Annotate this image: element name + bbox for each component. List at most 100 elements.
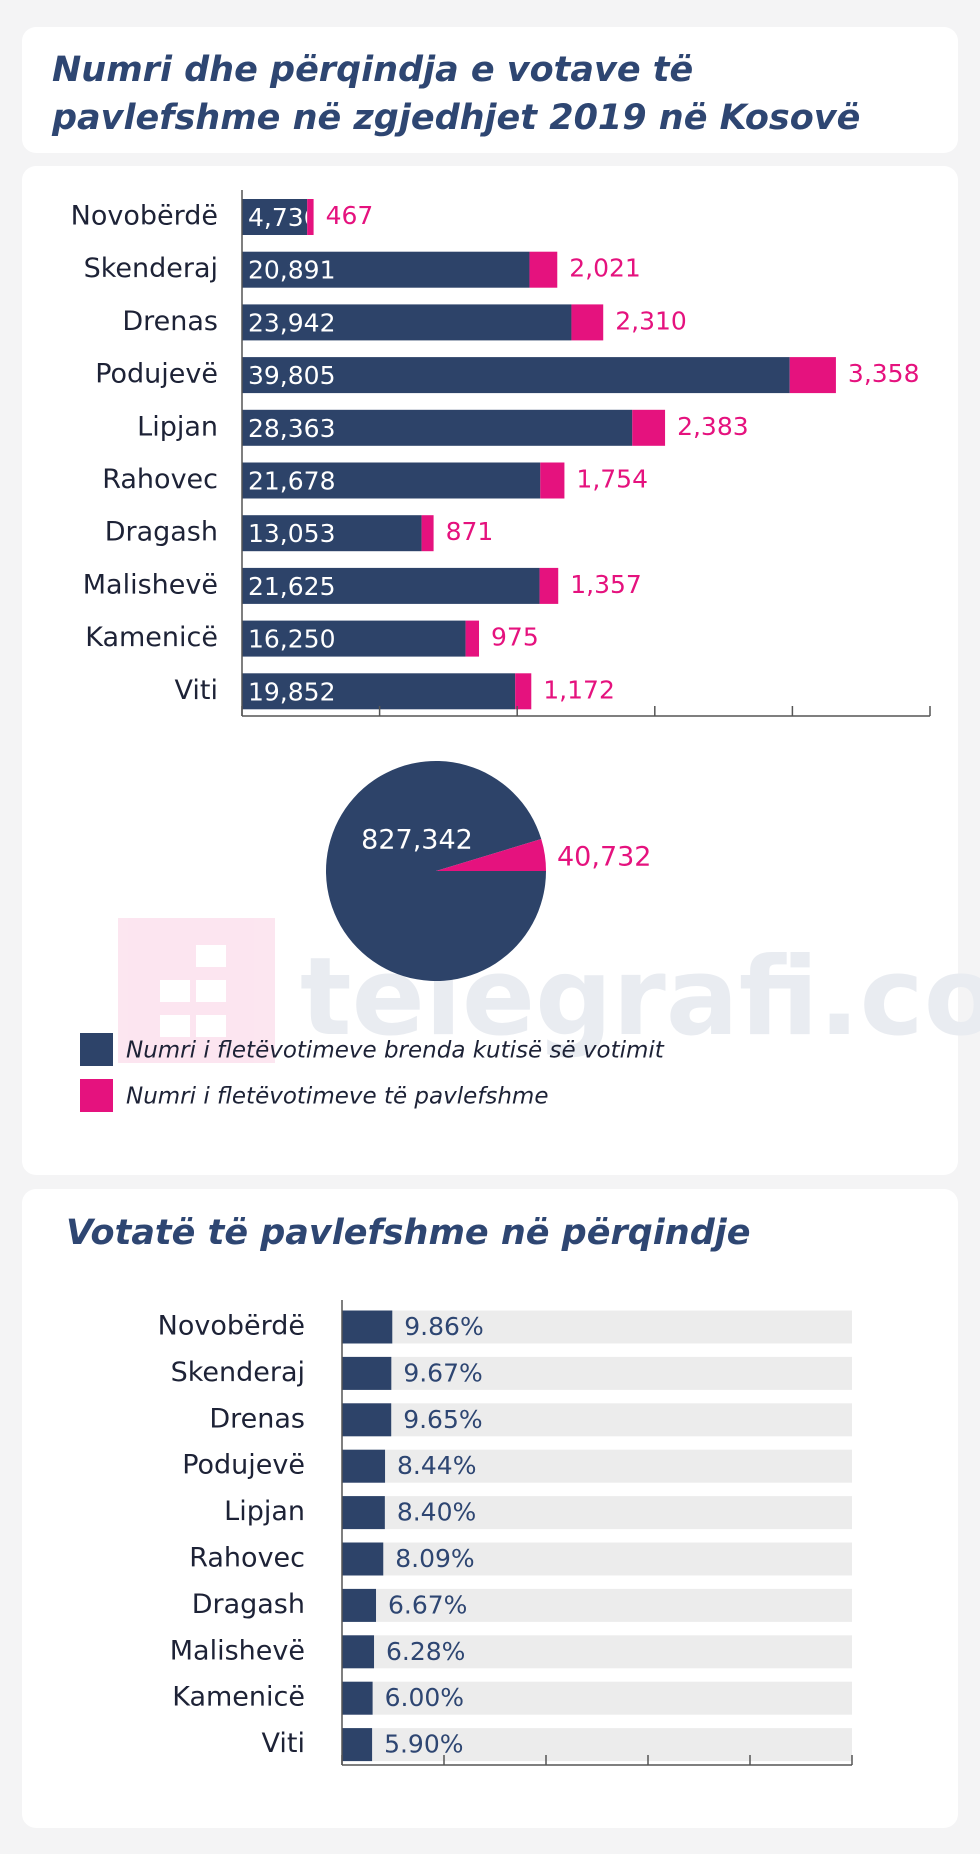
category-label: Lipjan	[224, 1496, 305, 1527]
category-label: Drenas	[209, 1403, 305, 1434]
value-label: 9.86%	[404, 1312, 483, 1341]
value-label: 20,891	[248, 256, 335, 285]
category-label: Kamenicë	[172, 1682, 305, 1713]
value-label: 8.44%	[397, 1451, 476, 1480]
bar	[342, 1728, 373, 1762]
bar-track	[342, 1403, 852, 1437]
bar-segment	[540, 462, 565, 499]
bar-track	[342, 1681, 852, 1715]
bar-track	[342, 1588, 852, 1622]
value-label: 8.09%	[395, 1544, 474, 1573]
value-label: 2,310	[615, 306, 687, 335]
legend-swatch	[80, 1079, 113, 1112]
category-label: Drenas	[122, 306, 218, 337]
bar-segment	[242, 304, 572, 341]
category-label: Rahovec	[102, 464, 218, 495]
bar-segment	[789, 357, 836, 394]
value-label: 39,805	[248, 361, 335, 390]
bar-track	[342, 1449, 852, 1483]
bar	[342, 1496, 385, 1530]
watermark-logo	[118, 918, 275, 1063]
value-label: 827,342	[361, 825, 473, 856]
bar-track	[342, 1635, 852, 1669]
bar-track	[342, 1310, 852, 1344]
legend-label: Numri i fletëvotimeve të pavlefshme	[126, 1084, 548, 1110]
value-label: 2,383	[677, 412, 749, 441]
bar-segment	[307, 199, 314, 235]
value-label: 8.40%	[397, 1498, 476, 1527]
bar-segment	[571, 304, 604, 341]
chart-title: Votatë të pavlefshme në përqindje	[66, 1213, 750, 1253]
bar	[342, 1681, 373, 1715]
bar-segment	[539, 567, 559, 604]
category-label: Kamenicë	[85, 622, 218, 653]
category-label: Lipjan	[137, 411, 218, 442]
category-label: Novobërdë	[71, 201, 218, 232]
value-label: 21,678	[248, 467, 335, 496]
pie-slice	[436, 839, 546, 871]
title-card	[22, 27, 958, 153]
bar	[342, 1588, 377, 1622]
category-label: Dragash	[105, 517, 218, 548]
bar-track	[342, 1496, 852, 1530]
category-label: Malishevë	[170, 1635, 305, 1666]
bar-segment	[242, 462, 541, 499]
bar-segment	[242, 620, 466, 657]
value-label: 21,625	[248, 572, 335, 601]
value-label: 9.67%	[403, 1358, 482, 1387]
value-label: 6.00%	[385, 1683, 464, 1712]
bar-track	[342, 1728, 852, 1762]
category-label: Skenderaj	[171, 1357, 305, 1388]
category-label: Viti	[262, 1728, 305, 1759]
bar-segment	[242, 673, 516, 710]
bar	[342, 1310, 393, 1344]
bar-track	[342, 1542, 852, 1576]
value-label: 3,358	[848, 359, 920, 388]
value-label: 16,250	[248, 625, 335, 654]
legend-swatch	[80, 1033, 113, 1066]
category-label: Podujevë	[182, 1450, 305, 1481]
bar	[342, 1403, 392, 1437]
value-label: 6.67%	[388, 1590, 467, 1619]
bar-segment	[515, 673, 532, 710]
bar-segment	[529, 251, 558, 288]
bar-segment	[242, 409, 633, 446]
value-label: 19,852	[248, 677, 335, 706]
value-label: 5.90%	[384, 1730, 463, 1759]
value-label: 40,732	[557, 842, 651, 873]
bar	[342, 1635, 375, 1669]
bar	[342, 1542, 384, 1576]
category-label: Skenderaj	[84, 253, 218, 284]
value-label: 975	[491, 623, 539, 652]
value-label: 6.28%	[386, 1637, 465, 1666]
value-label: 1,172	[543, 675, 615, 704]
bar-segment	[421, 515, 434, 552]
value-label: 1,357	[570, 570, 642, 599]
bar-segment	[242, 515, 422, 552]
category-label: Podujevë	[95, 359, 218, 390]
bar-track	[342, 1356, 852, 1390]
category-label: Rahovec	[189, 1543, 305, 1574]
category-label: Malishevë	[83, 569, 218, 600]
value-label: 28,363	[248, 414, 335, 443]
value-label: 467	[326, 201, 374, 230]
bar	[342, 1449, 386, 1483]
value-label: 13,053	[248, 519, 335, 548]
bar-segment	[632, 409, 666, 446]
legend-label: Numri i fletëvotimeve brenda kutisë së v…	[126, 1038, 665, 1064]
category-label: Viti	[175, 675, 218, 706]
title: Numri dhe përqindja e votave të pavlefsh…	[52, 50, 861, 138]
bar-segment	[242, 567, 540, 604]
value-label: 1,754	[576, 465, 648, 494]
bar-segment	[242, 357, 790, 394]
value-label: 23,942	[248, 308, 335, 337]
value-label: 871	[446, 517, 494, 546]
bar-segment	[242, 199, 308, 235]
category-label: Novobërdë	[158, 1311, 305, 1342]
bar-segment	[242, 251, 530, 288]
value-label: 9.65%	[403, 1405, 482, 1434]
bar	[342, 1356, 392, 1390]
category-label: Dragash	[192, 1589, 305, 1620]
